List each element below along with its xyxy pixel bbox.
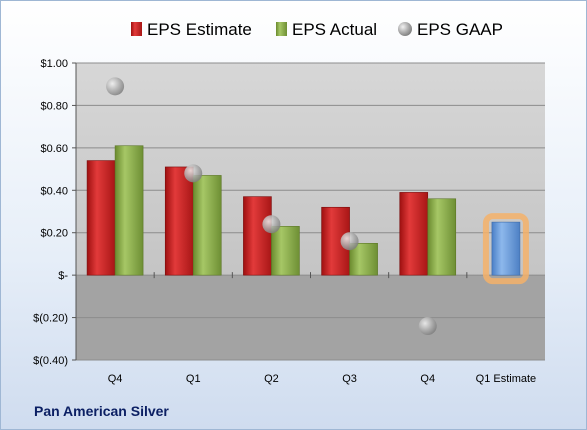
bar-eps-estimate (86, 160, 116, 276)
x-tick-label: Q2 (264, 373, 279, 385)
y-tick-label: $(0.20) (33, 313, 68, 325)
legend-swatch-gaap (398, 22, 412, 36)
y-tick-label: $(0.40) (33, 355, 68, 367)
legend-swatch-actual (276, 22, 287, 36)
bar-eps-estimate (243, 196, 272, 276)
gaap-point (262, 215, 281, 234)
estimate-highlight (482, 213, 529, 285)
x-tick-label: Q1 (186, 373, 201, 385)
x-tick-label: Q4 (108, 373, 123, 385)
gaap-point (418, 317, 437, 336)
gaap-point (184, 164, 203, 183)
bar-eps-actual (114, 145, 144, 276)
bar-eps-actual (427, 198, 457, 276)
y-tick-label: $0.80 (40, 100, 68, 112)
y-tick-label: $0.20 (40, 228, 68, 240)
x-tick-label: Q3 (342, 373, 357, 385)
legend-label-estimate: EPS Estimate (147, 20, 252, 39)
bar-eps-actual (271, 226, 300, 276)
legend-item-eps-gaap[interactable]: EPS GAAP (398, 20, 503, 39)
x-axis: Q4 Q1 Q2 Q3 Q4 Q1 Estimate (75, 272, 537, 385)
bar-eps-estimate (164, 166, 194, 276)
y-tick-label: $- (58, 270, 68, 282)
x-tick-label: Q4 (420, 373, 435, 385)
legend-item-eps-actual[interactable]: EPS Actual (276, 20, 377, 39)
y-tick-label: $1.00 (40, 58, 68, 70)
y-axis: $1.00 $0.80 $0.60 $0.40 $0.20 $- $(0.20) $(0.40… (33, 58, 77, 367)
gaap-point (340, 232, 359, 251)
gaap-point (106, 77, 125, 96)
y-tick-label: $0.40 (40, 185, 68, 197)
bar-eps-estimate (399, 192, 429, 276)
gaap-points (106, 77, 437, 336)
legend-label-actual: EPS Actual (292, 20, 377, 39)
bar-q1-estimate (491, 221, 521, 276)
bars (86, 145, 529, 285)
y-tick-label: $0.60 (40, 143, 68, 155)
company-name: Pan American Silver (34, 403, 169, 419)
bar-eps-actual (192, 175, 222, 276)
legend-swatch-estimate (131, 22, 142, 36)
x-tick-label: Q1 Estimate (476, 373, 537, 385)
legend-label-gaap: EPS GAAP (417, 20, 503, 39)
legend: EPS Estimate EPS Actual EPS GAAP (131, 20, 503, 39)
legend-item-eps-estimate[interactable]: EPS Estimate (131, 20, 252, 39)
